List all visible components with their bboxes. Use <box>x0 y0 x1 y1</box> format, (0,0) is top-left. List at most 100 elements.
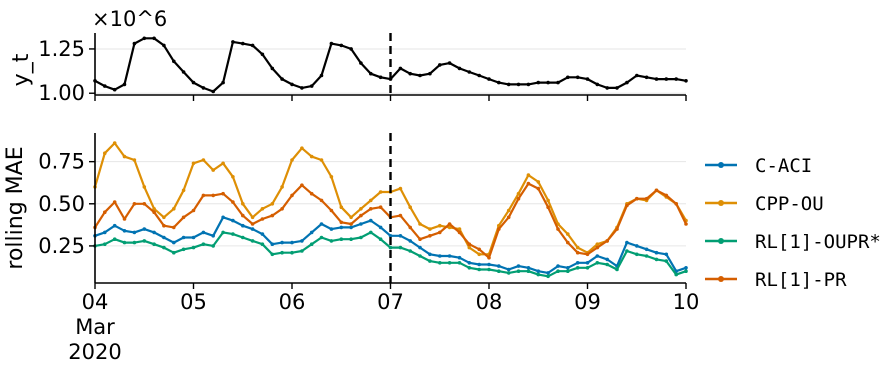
data-point-rl-1-oupr <box>112 237 117 241</box>
data-point-rl-1-oupr <box>516 269 521 274</box>
data-point-rl-1-pr <box>231 200 235 204</box>
data-point-c-aci <box>181 235 186 240</box>
data-point-yt <box>103 84 107 88</box>
data-point-cpp-ou <box>378 190 383 194</box>
data-point-yt <box>270 66 275 71</box>
data-point-yt <box>142 36 147 41</box>
top-y-ticks: 1.00 1.25 <box>38 37 95 105</box>
data-point-c-aci <box>359 222 363 226</box>
data-point-rl-1-pr <box>438 230 442 235</box>
data-point-rl-1-oupr <box>438 261 442 265</box>
legend-marker-rl-1-oupr <box>718 238 724 244</box>
data-point-c-aci <box>378 225 383 230</box>
data-point-rl-1-pr <box>457 230 462 235</box>
data-point-rl-1-pr <box>536 186 541 191</box>
data-point-rl-1-oupr <box>270 252 275 257</box>
data-point-rl-1-oupr <box>369 230 373 235</box>
x-tick-label: 04 <box>82 290 109 314</box>
data-point-cpp-ou <box>103 151 107 155</box>
data-point-rl-1-oupr <box>280 250 284 255</box>
x-tick-label: 05 <box>180 290 207 314</box>
data-point-rl-1-pr <box>290 193 294 198</box>
data-point-c-aci <box>418 245 422 250</box>
data-point-cpp-ou <box>477 252 482 257</box>
data-point-cpp-ou <box>418 222 422 226</box>
data-point-yt <box>349 47 353 51</box>
data-point-rl-1-oupr <box>162 245 166 250</box>
data-point-rl-1-pr <box>300 183 304 187</box>
data-point-yt <box>625 80 629 85</box>
data-point-c-aci <box>241 223 245 228</box>
data-point-rl-1-pr <box>359 213 363 218</box>
data-point-yt <box>241 41 245 46</box>
data-point-rl-1-pr <box>122 217 127 221</box>
top-y-axis-label: y_t <box>9 53 34 86</box>
data-point-c-aci <box>280 240 284 245</box>
data-point-cpp-ou <box>309 154 314 159</box>
data-point-rl-1-oupr <box>122 240 127 245</box>
data-point-cpp-ou <box>595 242 600 246</box>
data-point-rl-1-oupr <box>211 244 215 248</box>
data-point-c-aci <box>122 229 127 233</box>
bottom-series <box>93 141 688 279</box>
data-point-c-aci <box>506 267 511 272</box>
data-point-c-aci <box>142 227 147 231</box>
data-point-rl-1-pr <box>654 188 659 193</box>
data-point-rl-1-pr <box>191 208 196 213</box>
data-point-cpp-ou <box>181 188 186 193</box>
data-point-yt <box>280 77 284 81</box>
data-point-rl-1-oupr <box>408 249 413 253</box>
data-point-cpp-ou <box>398 186 403 191</box>
data-point-c-aci <box>211 234 215 238</box>
data-point-c-aci <box>290 240 294 245</box>
data-point-cpp-ou <box>467 245 472 250</box>
data-point-rl-1-pr <box>152 210 156 214</box>
data-point-rl-1-oupr <box>605 262 609 267</box>
legend-marker-rl-1-pr <box>718 276 724 282</box>
data-point-rl-1-oupr <box>181 247 186 252</box>
data-point-cpp-ou <box>191 161 196 166</box>
data-point-rl-1-oupr <box>477 267 482 272</box>
data-point-rl-1-pr <box>615 227 619 231</box>
x-tick-label: 10 <box>673 290 700 314</box>
bottom-y-ticks: 0.25 0.50 0.75 <box>38 150 95 258</box>
data-point-rl-1-pr <box>418 237 422 241</box>
data-point-cpp-ou <box>339 205 344 209</box>
data-point-cpp-ou <box>241 202 245 206</box>
data-point-c-aci <box>329 227 334 231</box>
data-point-c-aci <box>300 239 304 243</box>
data-point-rl-1-pr <box>585 252 590 257</box>
data-point-rl-1-oupr <box>467 266 472 270</box>
data-point-c-aci <box>162 235 166 240</box>
data-point-rl-1-pr <box>309 191 314 196</box>
data-point-rl-1-pr <box>181 215 186 220</box>
bottom-panel: rolling MAE 0.250.500.75 04 05 06 07 08 09 10 … <box>3 133 699 364</box>
data-point-rl-1-pr <box>664 193 669 198</box>
data-point-c-aci <box>497 264 501 268</box>
data-point-cpp-ou <box>250 215 255 220</box>
data-point-rl-1-oupr <box>152 242 156 246</box>
data-point-yt <box>329 41 334 46</box>
data-point-yt <box>575 75 580 80</box>
data-point-c-aci <box>369 218 373 223</box>
data-point-rl-1-oupr <box>132 240 137 245</box>
data-point-rl-1-oupr <box>250 239 255 243</box>
data-point-rl-1-pr <box>487 255 491 260</box>
data-point-rl-1-pr <box>162 223 166 228</box>
data-point-c-aci <box>309 230 314 235</box>
data-point-yt <box>369 71 373 76</box>
data-point-rl-1-pr <box>172 225 176 230</box>
data-point-cpp-ou <box>162 215 166 220</box>
data-point-rl-1-oupr <box>654 257 659 262</box>
data-point-rl-1-pr <box>526 181 531 186</box>
data-point-yt <box>615 86 619 90</box>
data-point-c-aci <box>172 240 176 245</box>
data-point-rl-1-pr <box>566 240 570 245</box>
legend-label-rl-1-oupr: RL[1]-OUPR* <box>755 231 881 253</box>
data-point-rl-1-pr <box>674 202 678 206</box>
data-point-cpp-ou <box>457 227 462 231</box>
data-point-cpp-ou <box>546 198 550 203</box>
data-point-c-aci <box>467 261 472 265</box>
data-point-c-aci <box>398 234 403 238</box>
bottom-x-ticks: 04 05 06 07 08 09 10 <box>82 283 700 314</box>
